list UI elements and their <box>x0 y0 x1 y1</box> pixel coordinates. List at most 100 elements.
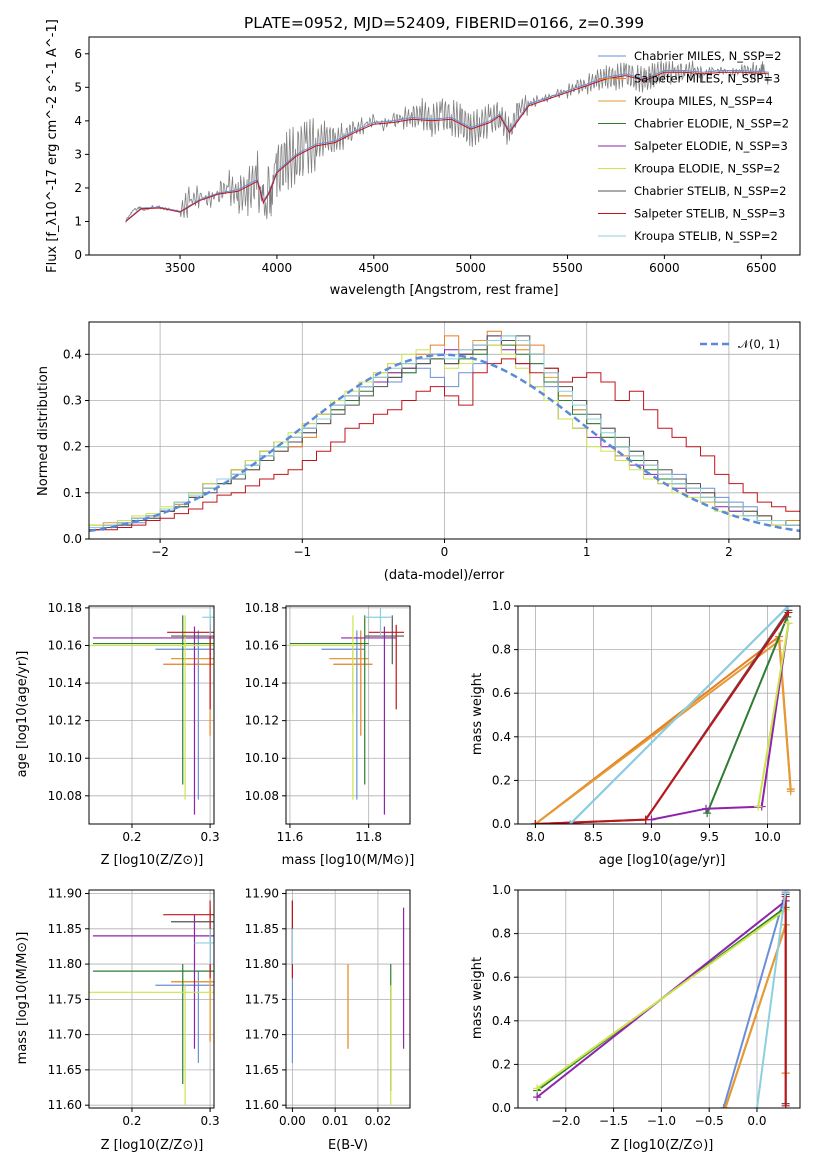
y-tick-label: 0.1 <box>63 486 82 500</box>
axes-box <box>285 605 411 825</box>
weight-marker <box>533 1084 542 1093</box>
x-tick-label: 4000 <box>262 261 293 275</box>
weight-marker <box>533 1093 542 1102</box>
y-tick-label: 1 <box>74 214 82 228</box>
x-tick-label: 0.2 <box>122 1114 141 1128</box>
legend-label: Chabrier STELIB, N_SSP=2 <box>634 184 786 198</box>
axes-box <box>517 889 801 1109</box>
y-tick-label: 11.65 <box>48 1063 82 1077</box>
axes-frame: 0.2 0.3 10.08 10.10 10.12 10.14 10.16 10.18 <box>48 601 220 844</box>
y-tick-label: 0 <box>74 248 82 262</box>
weight-line <box>757 623 790 807</box>
x-tick-label: 0.3 <box>201 1114 220 1128</box>
z-mass-plot-area: 0.2 0.3 11.60 11.65 11.70 11.75 11.80 11.85 11.9… <box>48 887 220 1128</box>
panel-z-weight: −2.0 −1.5 −1.0 −0.5 0.0 0.0 0.2 0.4 0.6 0.8 1.0 Z … <box>470 883 801 1153</box>
y-tick-label: 0.3 <box>63 393 82 407</box>
weight-marker <box>703 809 712 818</box>
ebv-mass-plot-area: 0.00 0.01 0.02 11.60 11.65 11.70 11.75 11.80 11.… <box>245 887 411 1128</box>
y-tick-label: 10.12 <box>48 714 82 728</box>
age-weight-plot-area: 8.0 8.5 9.0 9.5 10.0 0.0 0.2 0.4 0.6 0.8 1.0 <box>492 599 801 844</box>
panel-z-age: 0.2 0.3 10.08 10.10 10.12 10.14 10.16 10.18 Z [… <box>15 601 220 868</box>
weight-marker <box>781 1101 790 1108</box>
y-tick-label: 11.90 <box>48 887 82 901</box>
legend-label: Chabrier ELODIE, N_SSP=2 <box>634 117 789 131</box>
y-tick-label: 2 <box>74 181 82 195</box>
weight-marker <box>641 815 650 824</box>
weight-line <box>651 623 790 821</box>
y-tick-label: 10.16 <box>48 638 82 652</box>
plot-content <box>89 900 214 1106</box>
y-tick-label: 0.2 <box>492 773 511 787</box>
plot-content <box>89 330 800 533</box>
x-tick-label: 4500 <box>359 261 390 275</box>
y-tick-label: 0.4 <box>492 1014 511 1028</box>
data-spectrum-line <box>125 60 769 223</box>
panel-spectrum: 3500 4000 4500 5000 5500 6000 6500 0 1 2 3 4 5 6 wave… <box>45 19 801 298</box>
y-tick-label: 0.4 <box>492 730 511 744</box>
histogram-series <box>89 335 800 528</box>
legend-label: Kroupa STELIB, N_SSP=2 <box>634 229 778 243</box>
x-tick-label: −1.0 <box>647 1114 676 1128</box>
x-tick-label: 0 <box>441 545 449 559</box>
plot-content <box>291 900 405 1106</box>
y-tick-label: 5 <box>74 80 82 94</box>
legend-label: Kroupa MILES, N_SSP=4 <box>634 94 773 108</box>
age-weight-y-label: mass weight <box>470 673 485 755</box>
x-tick-label: 6500 <box>746 261 777 275</box>
mass-age-plot-area: 11.6 11.8 10.08 10.10 10.12 10.14 10.16 10.18 <box>245 601 411 844</box>
y-tick-label: 4 <box>74 114 82 128</box>
weight-line <box>536 908 787 1090</box>
y-tick-label: 0.0 <box>492 817 511 831</box>
age-weight-x-label: age [log10(age/yr)] <box>599 853 726 868</box>
model-spectrum-line <box>125 71 770 222</box>
y-tick-label: 11.85 <box>48 922 82 936</box>
y-tick-label: 10.10 <box>48 751 82 765</box>
y-tick-label: 11.80 <box>48 957 82 971</box>
weight-line <box>724 924 787 1108</box>
legend-label: Chabrier MILES, N_SSP=2 <box>634 49 781 63</box>
y-tick-label: 11.70 <box>48 1028 82 1042</box>
x-tick-label: 3500 <box>165 261 196 275</box>
figure-title: PLATE=0952, MJD=52409, FIBERID=0166, z=0… <box>244 14 644 32</box>
spectrum-plot-area: 3500 4000 4500 5000 5500 6000 6500 0 1 2 3 4 5 6 <box>74 36 801 275</box>
y-tick-label: 1.0 <box>492 599 511 613</box>
weight-marker <box>786 787 795 796</box>
y-tick-label: 10.10 <box>245 751 279 765</box>
x-tick-label: 5500 <box>552 261 583 275</box>
legend-label: Salpeter ELODIE, N_SSP=3 <box>634 139 788 153</box>
x-tick-label: 0.2 <box>122 830 141 844</box>
plot-content <box>125 60 770 223</box>
x-tick-label: 6000 <box>649 261 680 275</box>
panel-ebv-mass: 0.00 0.01 0.02 11.60 11.65 11.70 11.75 11.80 11.… <box>245 887 411 1153</box>
y-tick-label: 0.0 <box>63 532 82 546</box>
x-tick-label: −0.5 <box>695 1114 724 1128</box>
weight-line <box>722 891 787 1108</box>
axes-frame: 11.6 11.8 10.08 10.10 10.12 10.14 10.16 10.18 <box>245 601 411 844</box>
weight-marker <box>531 820 540 824</box>
y-tick-label: 11.85 <box>245 922 279 936</box>
y-tick-label: 10.12 <box>245 714 279 728</box>
y-tick-label: 11.75 <box>245 992 279 1006</box>
y-tick-label: 10.16 <box>245 638 279 652</box>
z-mass-x-label: Z [log10(Z/Z⊙)] <box>101 1138 204 1153</box>
x-tick-label: −1 <box>293 545 311 559</box>
x-tick-label: 1 <box>583 545 591 559</box>
y-tick-label: 11.90 <box>245 887 279 901</box>
axes-box <box>88 36 801 256</box>
y-tick-label: 0.8 <box>492 643 511 657</box>
y-tick-label: 0.2 <box>492 1057 511 1071</box>
y-tick-label: 3 <box>74 147 82 161</box>
axes-frame: 0.2 0.3 11.60 11.65 11.70 11.75 11.80 11.85 11.9… <box>48 887 220 1128</box>
x-tick-label: −2 <box>151 545 169 559</box>
weight-line <box>535 609 790 824</box>
y-tick-label: 0.4 <box>63 347 82 361</box>
plot-content <box>89 607 214 815</box>
panel-mass-age: 11.6 11.8 10.08 10.10 10.12 10.14 10.16 10.18 m… <box>245 601 415 868</box>
x-tick-label: 9.5 <box>700 830 719 844</box>
x-tick-label: 11.6 <box>277 830 304 844</box>
y-tick-label: 1.0 <box>492 883 511 897</box>
y-tick-label: 0.6 <box>492 686 511 700</box>
weight-line <box>569 606 790 824</box>
weight-marker <box>784 606 793 610</box>
